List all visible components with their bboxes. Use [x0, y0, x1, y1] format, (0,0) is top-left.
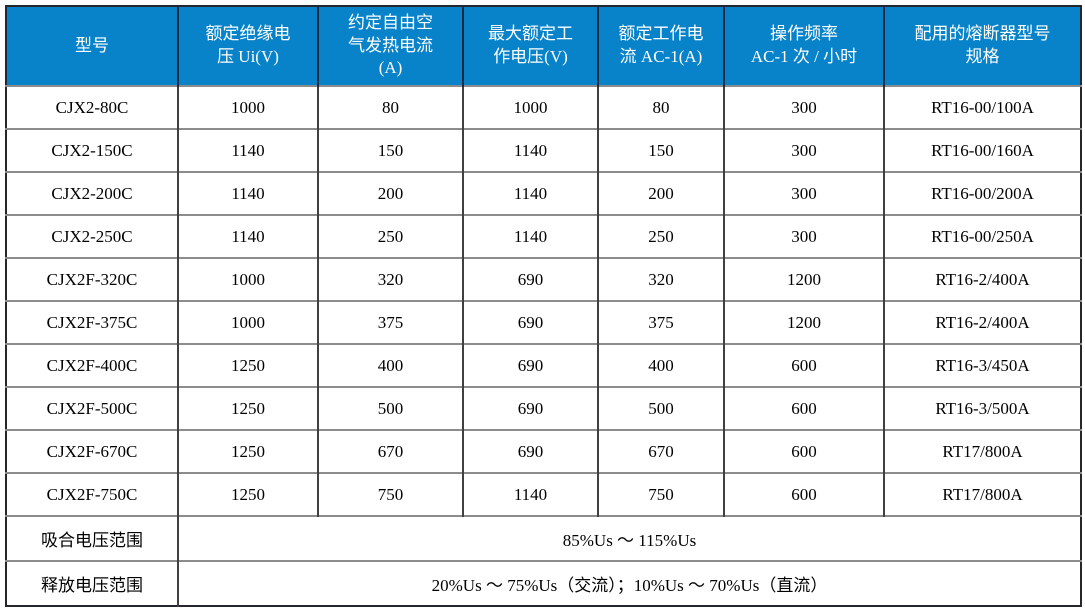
value-cell: 80: [597, 86, 724, 129]
value-cell: 1250: [177, 344, 318, 387]
table-row: CJX2F-375C 1000 375 690 375 1200 RT16-2/400A: [6, 301, 1081, 344]
model-cell: CJX2F-670C: [46, 441, 138, 461]
pickup-voltage-row: 吸合电压范围 85%Us ～ 115%Us: [6, 516, 1081, 561]
value-cell: 690: [462, 387, 598, 430]
model-cell: CJX2-80C: [55, 97, 129, 117]
value-cell: 750: [317, 473, 463, 516]
pickup-voltage-label: 吸合电压范围: [41, 531, 143, 550]
value-cell: 375: [317, 301, 463, 344]
value-cell: 1140: [462, 129, 598, 172]
value-cell: 750: [597, 473, 724, 516]
value-cell: 250: [317, 215, 463, 258]
value-cell: 300: [723, 129, 884, 172]
value-cell: 1140: [177, 215, 318, 258]
table-row: CJX2-80C 1000 80 1000 80 300 RT16-00/100A: [6, 86, 1081, 129]
value-cell: 400: [317, 344, 463, 387]
table-footer: 吸合电压范围 85%Us ～ 115%Us 释放电压范围 20%Us ～ 75%…: [6, 516, 1081, 606]
value-cell: RT16-00/160A: [883, 129, 1081, 172]
value-cell: 250: [597, 215, 724, 258]
value-cell: 200: [317, 172, 463, 215]
value-cell: 80: [317, 86, 463, 129]
value-cell: 1140: [462, 215, 598, 258]
table-row: CJX2-250C 1140 250 1140 250 300 RT16-00/250A: [6, 215, 1081, 258]
value-cell: 690: [462, 301, 598, 344]
value-cell: 1000: [177, 258, 318, 301]
value-cell: 1140: [462, 473, 598, 516]
value-cell: 150: [317, 129, 463, 172]
table-row: CJX2F-400C 1250 400 690 400 600 RT16-3/450A: [6, 344, 1081, 387]
model-cell: CJX2-150C: [51, 140, 133, 160]
value-cell: 690: [462, 258, 598, 301]
value-cell: 320: [317, 258, 463, 301]
value-cell: 375: [597, 301, 724, 344]
value-cell: 600: [723, 430, 884, 473]
release-voltage-value: 20%Us ～ 75%Us（交流）；10%Us ～ 70%Us（直流）: [177, 561, 1081, 606]
value-cell: RT16-00/100A: [883, 86, 1081, 129]
value-cell: RT16-2/400A: [883, 258, 1081, 301]
value-cell: RT17/800A: [883, 430, 1081, 473]
model-cell: CJX2F-375C: [46, 312, 138, 332]
value-cell: 670: [597, 430, 724, 473]
value-cell: RT16-00/250A: [883, 215, 1081, 258]
value-cell: 670: [317, 430, 463, 473]
table-body: CJX2-80C 1000 80 1000 80 300 RT16-00/100A CJX2-…: [6, 86, 1081, 516]
value-cell: 1000: [177, 301, 318, 344]
column-header-free-air-thermal-current: 约定自由空 气发热电流 (A): [317, 6, 463, 86]
column-header-max-working-voltage: 最大额定工 作电压(V): [462, 6, 598, 86]
value-cell: 400: [597, 344, 724, 387]
value-cell: RT17/800A: [883, 473, 1081, 516]
release-voltage-label: 释放电压范围: [41, 576, 143, 595]
value-cell: RT16-3/450A: [883, 344, 1081, 387]
column-header-fuse-spec: 配用的熔断器型号 规格: [883, 6, 1081, 86]
release-voltage-row: 释放电压范围 20%Us ～ 75%Us（交流）；10%Us ～ 70%Us（直…: [6, 561, 1081, 606]
model-cell: CJX2F-750C: [46, 484, 138, 504]
value-cell: 1000: [177, 86, 318, 129]
value-cell: 1250: [177, 387, 318, 430]
pickup-voltage-value: 85%Us ～ 115%Us: [177, 516, 1081, 561]
value-cell: 600: [723, 344, 884, 387]
table-row: CJX2-200C 1140 200 1140 200 300 RT16-00/200A: [6, 172, 1081, 215]
value-cell: 1200: [723, 258, 884, 301]
value-cell: 300: [723, 86, 884, 129]
value-cell: 690: [462, 344, 598, 387]
column-header-insulation-voltage: 额定绝缘电 压 Ui(V): [177, 6, 318, 86]
table-row: CJX2-150C 1140 150 1140 150 300 RT16-00/160A: [6, 129, 1081, 172]
value-cell: 300: [723, 172, 884, 215]
table-row: CJX2F-670C 1250 670 690 670 600 RT17/800A: [6, 430, 1081, 473]
column-header-model: 型号: [6, 6, 178, 86]
value-cell: 1140: [462, 172, 598, 215]
model-cell: CJX2-250C: [51, 226, 133, 246]
value-cell: 1140: [177, 172, 318, 215]
column-header-working-current-ac1: 额定工作电 流 AC-1(A): [597, 6, 724, 86]
value-cell: 1250: [177, 473, 318, 516]
model-cell: CJX2-200C: [51, 183, 133, 203]
table-row: CJX2F-750C 1250 750 1140 750 600 RT17/800A: [6, 473, 1081, 516]
value-cell: 150: [597, 129, 724, 172]
header-row: 型号 额定绝缘电 压 Ui(V) 约定自由空 气发热电流 (A) 最大额定工 作…: [6, 6, 1081, 86]
value-cell: 1000: [462, 86, 598, 129]
value-cell: 320: [597, 258, 724, 301]
model-cell: CJX2F-400C: [46, 355, 138, 375]
value-cell: 200: [597, 172, 724, 215]
table-row: CJX2F-320C 1000 320 690 320 1200 RT16-2/400A: [6, 258, 1081, 301]
value-cell: RT16-00/200A: [883, 172, 1081, 215]
value-cell: 1200: [723, 301, 884, 344]
column-header-operating-frequency: 操作频率 AC-1 次 / 小时: [723, 6, 884, 86]
model-cell: CJX2F-320C: [46, 269, 138, 289]
value-cell: 1140: [177, 129, 318, 172]
value-cell: 500: [597, 387, 724, 430]
value-cell: RT16-2/400A: [883, 301, 1081, 344]
value-cell: 1250: [177, 430, 318, 473]
table-row: CJX2F-500C 1250 500 690 500 600 RT16-3/500A: [6, 387, 1081, 430]
value-cell: 500: [317, 387, 463, 430]
model-cell: CJX2F-500C: [46, 398, 138, 418]
value-cell: 690: [462, 430, 598, 473]
value-cell: 300: [723, 215, 884, 258]
value-cell: 600: [723, 387, 884, 430]
contactor-spec-table: 型号 额定绝缘电 压 Ui(V) 约定自由空 气发热电流 (A) 最大额定工 作…: [5, 5, 1082, 607]
value-cell: RT16-3/500A: [883, 387, 1081, 430]
value-cell: 600: [723, 473, 884, 516]
